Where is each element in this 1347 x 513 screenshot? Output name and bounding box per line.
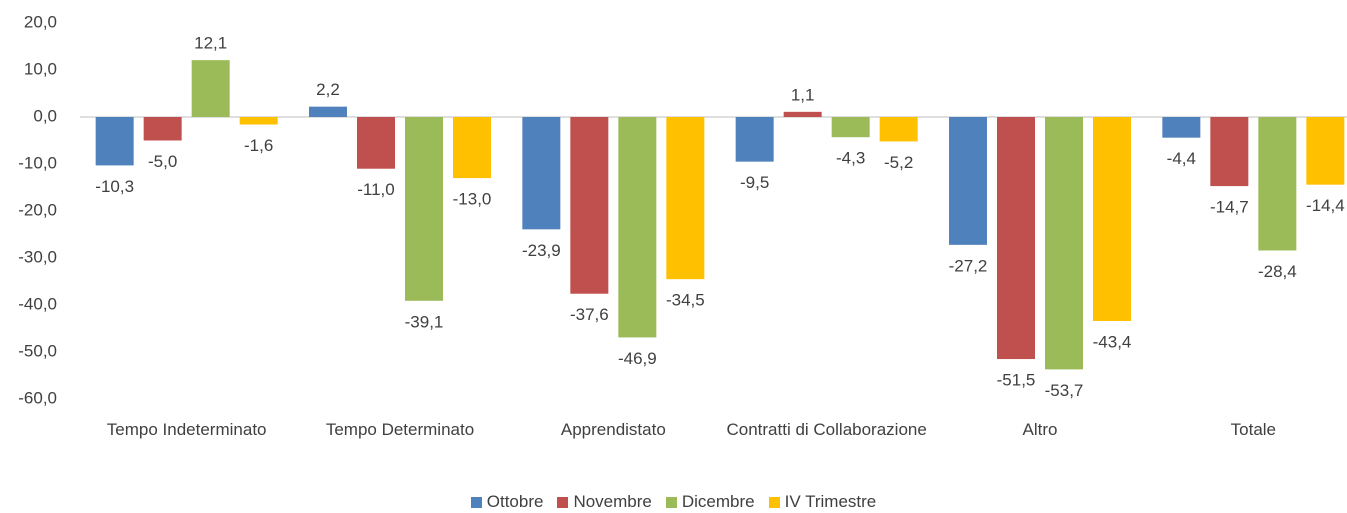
- data-label: 12,1: [194, 34, 227, 53]
- bar: [831, 117, 870, 138]
- bar: [1258, 117, 1297, 251]
- legend-label: IV Trimestre: [784, 492, 877, 511]
- bar: [1210, 117, 1249, 187]
- data-label: -5,0: [148, 152, 177, 171]
- x-tick-label: Apprendistato: [560, 420, 666, 439]
- data-label: -37,6: [570, 305, 609, 324]
- bar: [309, 106, 347, 117]
- x-tick-label: Altro: [1022, 420, 1058, 439]
- data-label: -4,4: [1167, 149, 1196, 168]
- bar: [666, 117, 705, 280]
- bar: [239, 117, 278, 125]
- bar: [405, 117, 443, 301]
- data-label: 2,2: [316, 80, 340, 99]
- legend-swatch: [665, 497, 677, 508]
- y-tick-label: 20,0: [24, 12, 57, 31]
- y-tick-label: 0,0: [33, 106, 57, 125]
- legend-label: Ottobre: [486, 492, 544, 511]
- bar: [783, 111, 822, 117]
- bar: [1162, 117, 1201, 138]
- legend-swatch: [768, 497, 780, 508]
- y-tick-label: -30,0: [18, 247, 57, 266]
- data-label: -11,0: [357, 180, 395, 199]
- data-label: -51,5: [997, 371, 1036, 390]
- bar: [1093, 117, 1131, 321]
- data-label: -53,7: [1045, 381, 1084, 400]
- legend-item: Ottobre: [470, 492, 544, 512]
- y-tick-label: -40,0: [18, 294, 57, 313]
- y-tick-label: 10,0: [24, 59, 57, 78]
- data-label: -39,1: [405, 312, 444, 331]
- bar: [997, 117, 1035, 360]
- bar: [191, 60, 230, 117]
- legend-item: Dicembre: [665, 492, 755, 512]
- data-label: -1,6: [244, 136, 273, 155]
- data-label: -5,2: [884, 153, 913, 172]
- data-label: -34,5: [666, 291, 705, 310]
- bar: [879, 117, 918, 142]
- legend: Ottobre Novembre Dicembre IV Trimestre: [0, 492, 1347, 512]
- bar: [357, 117, 395, 169]
- data-label: -43,4: [1093, 332, 1132, 351]
- y-tick-label: -10,0: [18, 153, 57, 172]
- data-label: -23,9: [522, 241, 561, 260]
- legend-label: Novembre: [573, 492, 652, 511]
- y-tick-label: -50,0: [18, 341, 57, 360]
- bar: [453, 117, 491, 179]
- bar: [1306, 117, 1345, 185]
- data-label: -4,3: [836, 149, 865, 168]
- legend-swatch: [557, 497, 569, 508]
- data-label: -9,5: [740, 173, 769, 192]
- data-label: -14,7: [1210, 198, 1249, 217]
- legend-item: Novembre: [557, 492, 652, 512]
- data-label: -28,4: [1258, 262, 1297, 281]
- bar: [1045, 117, 1083, 370]
- y-tick-label: -60,0: [18, 388, 57, 407]
- bar: [522, 117, 561, 230]
- data-label: -13,0: [453, 190, 492, 209]
- x-tick-label: Contratti di Collaborazione: [726, 420, 927, 439]
- data-label: -10,3: [95, 177, 134, 196]
- bar: [570, 117, 609, 294]
- data-label: -14,4: [1306, 196, 1345, 215]
- x-tick-label: Tempo Indeterminato: [106, 420, 267, 439]
- bar: [949, 117, 987, 245]
- x-tick-label: Tempo Determinato: [325, 420, 475, 439]
- x-tick-label: Totale: [1230, 420, 1277, 439]
- legend-item: IV Trimestre: [768, 492, 877, 512]
- bar: [95, 117, 134, 166]
- data-label: 1,1: [791, 85, 815, 104]
- y-tick-label: -20,0: [18, 200, 57, 219]
- bar: [143, 117, 182, 141]
- bar: [618, 117, 657, 338]
- bar: [735, 117, 774, 162]
- data-label: -27,2: [949, 256, 988, 275]
- legend-label: Dicembre: [681, 492, 755, 511]
- legend-swatch: [470, 497, 482, 508]
- data-label: -46,9: [618, 349, 657, 368]
